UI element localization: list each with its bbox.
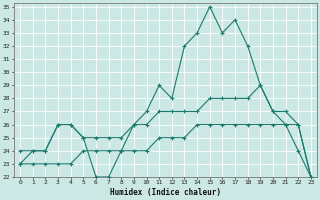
X-axis label: Humidex (Indice chaleur): Humidex (Indice chaleur) (110, 188, 221, 197)
